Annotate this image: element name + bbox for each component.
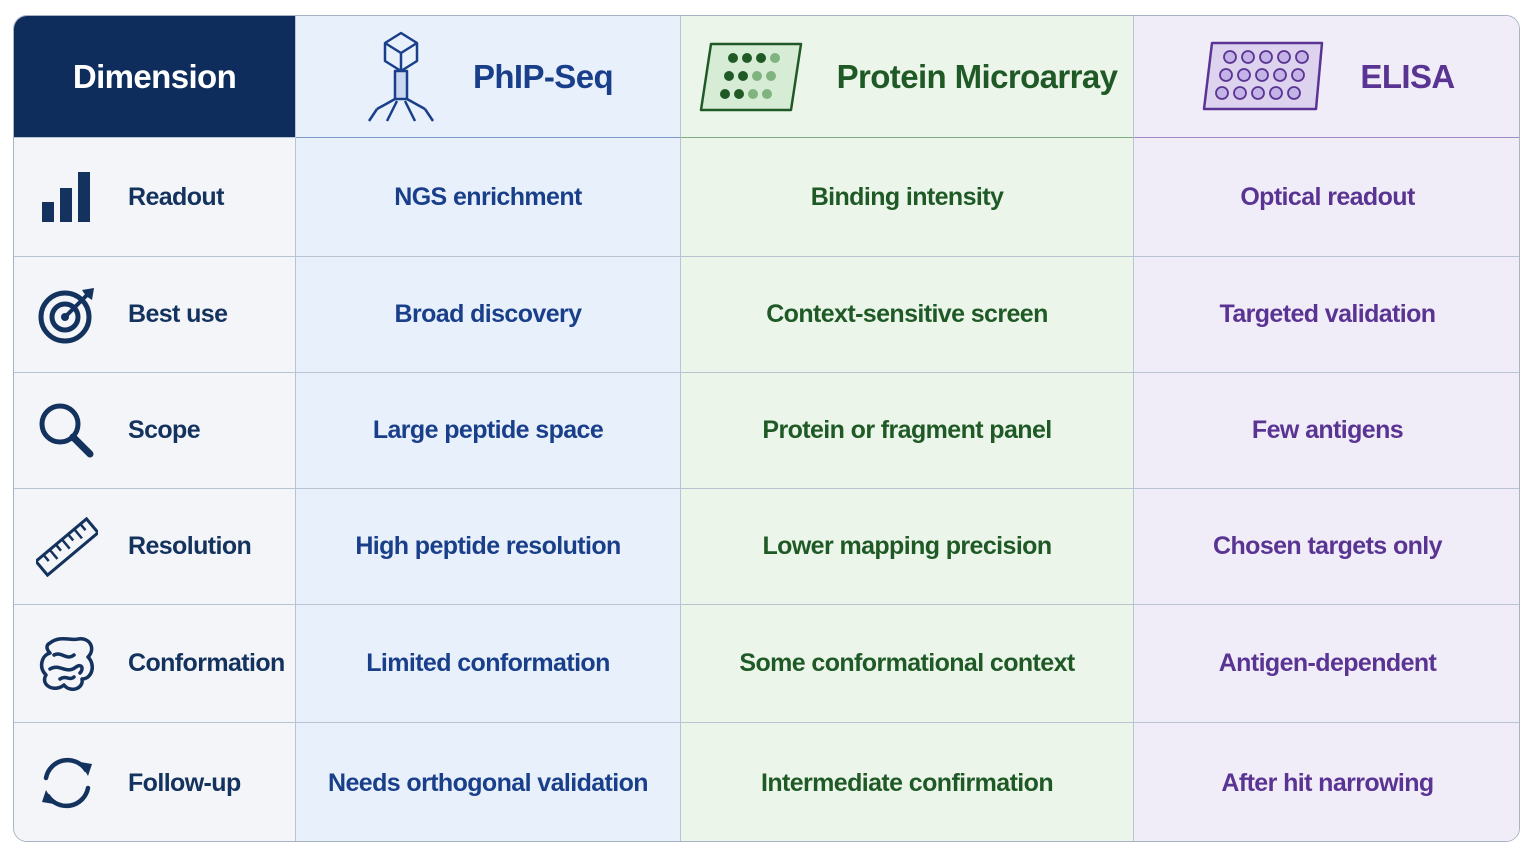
bar-chart-icon <box>42 172 90 222</box>
table-cell: Large peptide space <box>296 373 681 489</box>
table-cell: Intermediate confirmation <box>681 723 1134 841</box>
dimension-text: Follow-up <box>128 768 241 797</box>
table-cell: High peptide resolution <box>296 489 681 605</box>
table-cell: Some conformational context <box>681 605 1134 723</box>
dimension-text: Resolution <box>128 532 252 560</box>
dimension-cell: Follow-up <box>14 723 296 841</box>
table-cell: Targeted validation <box>1134 257 1519 373</box>
table-cell: Optical readout <box>1134 138 1519 257</box>
table-cell: Needs orthogonal validation <box>296 723 681 841</box>
header-text: PhIP-Seq <box>472 57 614 95</box>
dimension-cell: Best use <box>14 257 296 373</box>
header-cell: Dimension <box>14 16 296 138</box>
target-icon <box>38 287 94 343</box>
table-cell: Limited conformation <box>296 605 681 723</box>
dimension-cell: Scope <box>14 373 296 489</box>
protein-fold-icon <box>39 636 94 691</box>
dimension-cell: Conformation <box>14 605 296 723</box>
header-cell: PhIP-Seq <box>296 16 681 138</box>
header-cell: ELISA <box>1134 16 1519 138</box>
ruler-icon <box>36 516 98 577</box>
magnifier-icon <box>39 403 94 457</box>
table-cell: After hit narrowing <box>1134 723 1519 841</box>
dimension-cell: Readout <box>14 138 296 257</box>
dimension-text: Best use <box>128 300 228 328</box>
phage-icon <box>367 31 435 122</box>
header-cell: Protein Microarray <box>681 16 1134 138</box>
table-cell: Few antigens <box>1134 373 1519 489</box>
dimension-cell: Resolution <box>14 489 296 605</box>
table-cell: Protein or fragment panel <box>681 373 1134 489</box>
table-cell: Context-sensitive screen <box>681 257 1134 373</box>
header-text: ELISA <box>1360 57 1455 95</box>
table-cell: Chosen targets only <box>1134 489 1519 605</box>
table-cell: Antigen-dependent <box>1134 605 1519 723</box>
header-text: Dimension <box>72 57 237 95</box>
comparison-table: Dimension PhIP-Seq Protein Microarray <box>13 15 1520 842</box>
table-cell: Lower mapping precision <box>681 489 1134 605</box>
dimension-text: Scope <box>128 416 201 444</box>
dimension-text: Conformation <box>128 649 285 677</box>
table-cell: NGS enrichment <box>296 138 681 257</box>
table-cell: Broad discovery <box>296 257 681 373</box>
header-text: Protein Microarray <box>836 57 1118 95</box>
dimension-text: Readout <box>128 182 224 211</box>
plate-icon <box>1203 41 1324 110</box>
table-cell: Binding intensity <box>681 138 1134 257</box>
refresh-icon <box>42 757 92 809</box>
microarray-icon <box>699 42 802 111</box>
